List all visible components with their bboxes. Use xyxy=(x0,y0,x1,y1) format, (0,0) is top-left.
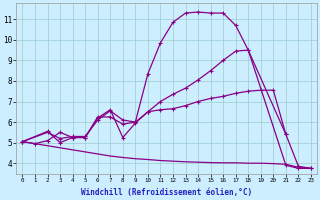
X-axis label: Windchill (Refroidissement éolien,°C): Windchill (Refroidissement éolien,°C) xyxy=(81,188,252,197)
